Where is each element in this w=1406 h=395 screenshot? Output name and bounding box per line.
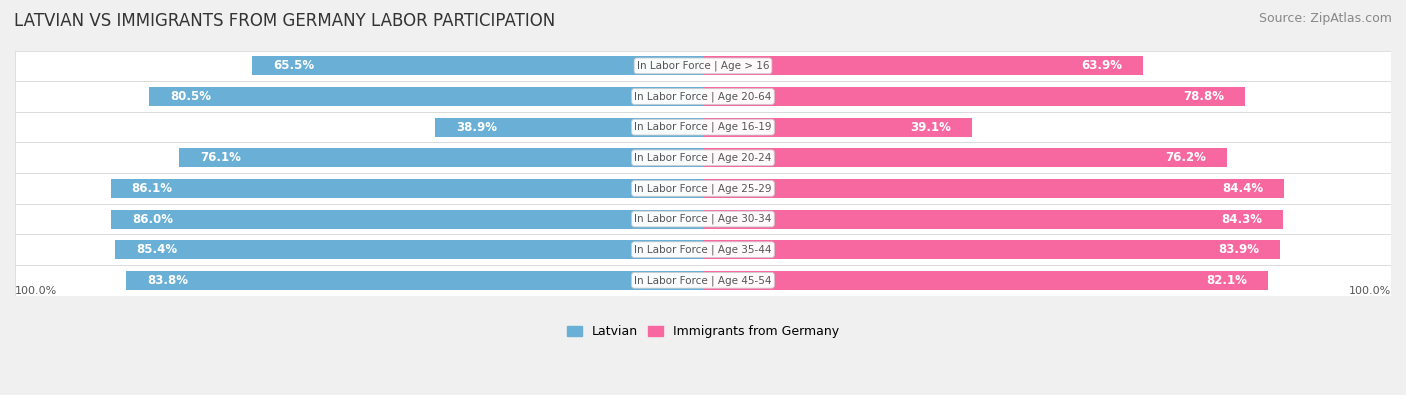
Text: 86.1%: 86.1% [131, 182, 173, 195]
Text: In Labor Force | Age 25-29: In Labor Force | Age 25-29 [634, 183, 772, 194]
Bar [180, 148, 703, 167]
Text: 83.9%: 83.9% [1219, 243, 1260, 256]
Text: In Labor Force | Age 20-24: In Labor Force | Age 20-24 [634, 152, 772, 163]
Bar [703, 240, 1281, 259]
Bar [15, 81, 1391, 112]
Text: 78.8%: 78.8% [1184, 90, 1225, 103]
Text: In Labor Force | Age 45-54: In Labor Force | Age 45-54 [634, 275, 772, 286]
Text: 85.4%: 85.4% [136, 243, 177, 256]
Bar [149, 87, 703, 106]
Bar [15, 265, 1391, 295]
Bar [111, 210, 703, 229]
Text: In Labor Force | Age 35-44: In Labor Force | Age 35-44 [634, 245, 772, 255]
Text: Source: ZipAtlas.com: Source: ZipAtlas.com [1258, 12, 1392, 25]
Text: 39.1%: 39.1% [911, 120, 952, 134]
Bar [15, 112, 1391, 143]
Text: In Labor Force | Age > 16: In Labor Force | Age > 16 [637, 60, 769, 71]
Text: 100.0%: 100.0% [15, 286, 58, 295]
Bar [111, 179, 703, 198]
Bar [15, 51, 1391, 81]
Text: 76.1%: 76.1% [200, 151, 240, 164]
Text: In Labor Force | Age 20-64: In Labor Force | Age 20-64 [634, 91, 772, 102]
Bar [703, 210, 1284, 229]
Bar [115, 240, 703, 259]
Text: 80.5%: 80.5% [170, 90, 211, 103]
Legend: Latvian, Immigrants from Germany: Latvian, Immigrants from Germany [562, 320, 844, 343]
Text: 63.9%: 63.9% [1081, 59, 1122, 72]
Bar [703, 56, 1143, 75]
Text: LATVIAN VS IMMIGRANTS FROM GERMANY LABOR PARTICIPATION: LATVIAN VS IMMIGRANTS FROM GERMANY LABOR… [14, 12, 555, 30]
Bar [703, 148, 1227, 167]
Bar [703, 87, 1246, 106]
Bar [252, 56, 703, 75]
Bar [15, 204, 1391, 234]
Bar [703, 179, 1284, 198]
Text: In Labor Force | Age 16-19: In Labor Force | Age 16-19 [634, 122, 772, 132]
Bar [15, 234, 1391, 265]
Text: 86.0%: 86.0% [132, 213, 173, 226]
Text: 100.0%: 100.0% [1348, 286, 1391, 295]
Text: In Labor Force | Age 30-34: In Labor Force | Age 30-34 [634, 214, 772, 224]
Text: 38.9%: 38.9% [456, 120, 496, 134]
Text: 84.4%: 84.4% [1222, 182, 1263, 195]
Text: 65.5%: 65.5% [273, 59, 314, 72]
Bar [15, 143, 1391, 173]
Bar [436, 118, 703, 137]
Text: 83.8%: 83.8% [148, 274, 188, 287]
Bar [703, 271, 1268, 290]
Text: 84.3%: 84.3% [1222, 213, 1263, 226]
Bar [703, 118, 972, 137]
Bar [15, 173, 1391, 204]
Bar [127, 271, 703, 290]
Text: 82.1%: 82.1% [1206, 274, 1247, 287]
Text: 76.2%: 76.2% [1166, 151, 1206, 164]
